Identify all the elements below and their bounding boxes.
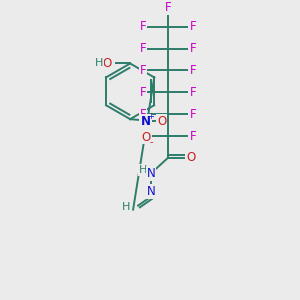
Text: F: F	[189, 86, 196, 99]
Text: F: F	[165, 1, 171, 14]
Text: F: F	[140, 86, 146, 99]
Text: O: O	[103, 57, 112, 70]
Text: N: N	[147, 167, 155, 180]
Text: F: F	[140, 20, 146, 33]
Text: O: O	[141, 130, 151, 143]
Text: F: F	[189, 130, 196, 142]
Text: F: F	[189, 20, 196, 33]
Text: F: F	[189, 42, 196, 55]
Text: O: O	[157, 115, 167, 128]
Text: F: F	[189, 108, 196, 121]
Text: F: F	[140, 64, 146, 77]
Text: F: F	[140, 108, 146, 121]
Text: N: N	[147, 185, 155, 198]
Text: N: N	[141, 115, 151, 128]
Text: H: H	[122, 202, 130, 212]
Text: -: -	[149, 137, 153, 147]
Text: +: +	[148, 112, 154, 121]
Text: H: H	[95, 58, 103, 68]
Text: O: O	[186, 152, 195, 164]
Text: F: F	[189, 64, 196, 77]
Text: F: F	[140, 130, 146, 142]
Text: F: F	[140, 42, 146, 55]
Text: H: H	[139, 165, 147, 175]
